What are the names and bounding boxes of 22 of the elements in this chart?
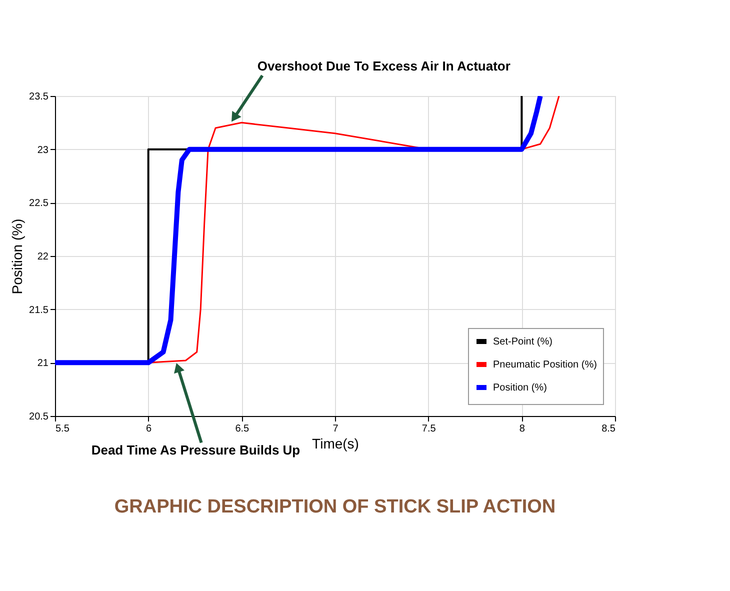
y-axis-title: Position (%) <box>9 218 26 294</box>
y-tick-label: 23.5 <box>29 92 49 102</box>
legend-label: Pneumatic Position (%) <box>493 360 597 370</box>
x-axis-title: Time(s) <box>312 436 359 452</box>
x-tick-label: 6 <box>146 424 152 434</box>
y-tick-label: 22 <box>37 252 49 262</box>
y-tick-label: 22.5 <box>29 198 49 210</box>
annotation: Dead Time As Pressure Builds Up <box>91 442 300 458</box>
y-tick-label: 21 <box>37 358 49 370</box>
x-tick-label: 8.5 <box>602 424 616 434</box>
x-tick-label: 5.5 <box>56 424 70 434</box>
y-tick-label: 20.5 <box>29 412 49 422</box>
x-tick-label: 7 <box>332 424 339 434</box>
legend-label: Position (%) <box>493 382 547 394</box>
legend-label: Set-Point (%) <box>493 336 552 348</box>
annotation: Overshoot Due To Excess Air In Actuator <box>257 58 510 74</box>
x-tick-label: 7.5 <box>422 424 436 434</box>
x-tick-label: 6.5 <box>235 424 250 434</box>
text: GRAPHIC DESCRIPTION OF STICK SLIP ACTION <box>114 496 556 518</box>
x-tick-label: 8 <box>519 424 526 434</box>
y-tick-label: 23 <box>37 144 49 156</box>
y-tick-label: 21.5 <box>29 304 49 316</box>
